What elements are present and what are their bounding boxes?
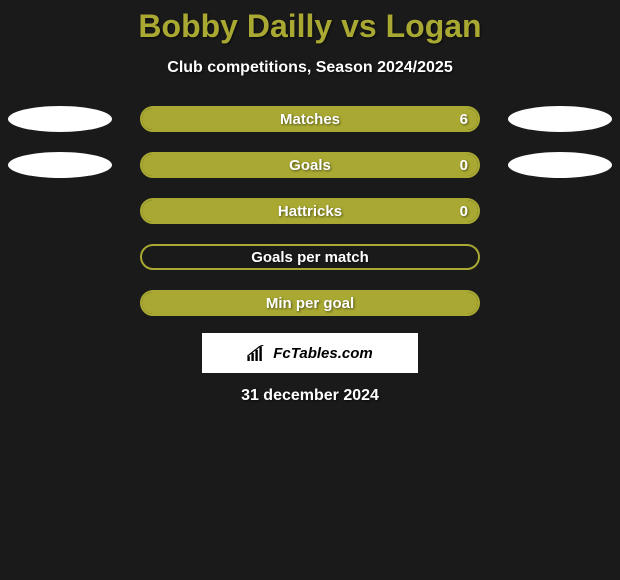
- stat-label: Matches: [280, 111, 340, 128]
- attribution-text: FcTables.com: [273, 345, 372, 362]
- player-left-marker: [8, 106, 112, 132]
- stat-row: Min per goal: [0, 289, 620, 317]
- stat-bar: Hattricks 0: [140, 198, 480, 224]
- stat-bar: Matches 6: [140, 106, 480, 132]
- stat-label: Min per goal: [266, 295, 354, 312]
- player-left-marker: [8, 152, 112, 178]
- stat-row: Goals per match: [0, 243, 620, 271]
- stat-value: 0: [460, 157, 468, 174]
- stats-widget: Bobby Dailly vs Logan Club competitions,…: [0, 0, 620, 405]
- date-text: 31 december 2024: [0, 387, 620, 405]
- stat-bar: Goals 0: [140, 152, 480, 178]
- stat-label: Goals per match: [251, 249, 369, 266]
- stat-value: 0: [460, 203, 468, 220]
- stat-row: Matches 6: [0, 105, 620, 133]
- widget-subtitle: Club competitions, Season 2024/2025: [0, 59, 620, 77]
- stat-row: Hattricks 0: [0, 197, 620, 225]
- stat-label: Hattricks: [278, 203, 342, 220]
- widget-title: Bobby Dailly vs Logan: [0, 8, 620, 45]
- stat-row: Goals 0: [0, 151, 620, 179]
- stat-bar: Min per goal: [140, 290, 480, 316]
- stat-bar: Goals per match: [140, 244, 480, 270]
- player-right-marker: [508, 106, 612, 132]
- stats-rows: Matches 6 Goals 0 Hattricks 0 Goals per match M…: [0, 105, 620, 317]
- stat-value: 6: [460, 111, 468, 128]
- attribution-badge[interactable]: FcTables.com: [202, 333, 418, 373]
- bars-icon: [247, 345, 267, 361]
- stat-label: Goals: [289, 157, 331, 174]
- player-right-marker: [508, 152, 612, 178]
